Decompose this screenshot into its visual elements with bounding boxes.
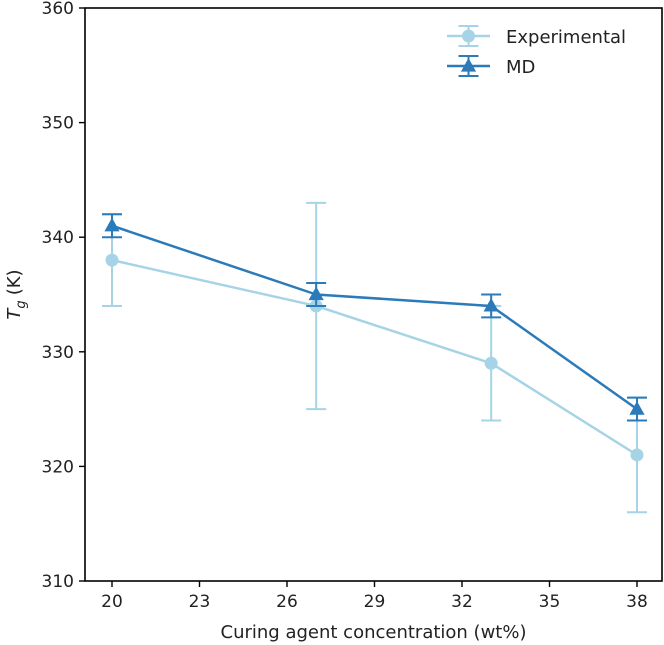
data-point	[308, 286, 324, 301]
series-md	[102, 213, 647, 422]
series-line	[111, 224, 638, 411]
y-tick-label: 350	[42, 114, 74, 134]
y-axis-title-sub: g	[14, 300, 29, 308]
series-line	[111, 258, 638, 456]
y-axis-title-main: T	[4, 307, 25, 320]
x-tick-label: 35	[539, 592, 561, 612]
series-layer	[102, 201, 647, 514]
x-tick-label: 29	[364, 592, 386, 612]
data-point	[630, 448, 644, 462]
legend-marker	[462, 29, 475, 43]
y-axis-title-unit: (K)	[4, 269, 25, 295]
y-tick-label: 330	[42, 343, 74, 363]
x-tick-label: 38	[626, 592, 648, 612]
data-point	[484, 356, 498, 370]
x-tick-label: 26	[276, 592, 298, 612]
plot-frame	[84, 7, 663, 582]
x-tick-label: 32	[451, 592, 473, 612]
x-tick-label: 20	[101, 592, 123, 612]
data-point	[629, 401, 645, 415]
data-point	[104, 217, 120, 232]
y-tick-label: 340	[42, 228, 74, 248]
x-tick-label: 23	[189, 592, 211, 612]
legend-label: Experimental	[506, 27, 626, 48]
x-axis-title: Curing agent concentration (wt%)	[221, 622, 527, 643]
legend: Experimental MD	[447, 25, 626, 78]
data-point	[105, 253, 119, 267]
y-tick-label: 360	[42, 0, 74, 19]
y-tick-label: 320	[42, 457, 74, 477]
legend-marker	[460, 58, 477, 72]
y-axis-title: Tg (K)	[4, 269, 29, 319]
axis-ticks: 20 23 26 29 32 35 38 310 320 330 340 350 360	[42, 0, 648, 612]
legend-label: MD	[506, 57, 535, 78]
data-point	[483, 297, 499, 312]
y-tick-label: 310	[42, 572, 74, 592]
